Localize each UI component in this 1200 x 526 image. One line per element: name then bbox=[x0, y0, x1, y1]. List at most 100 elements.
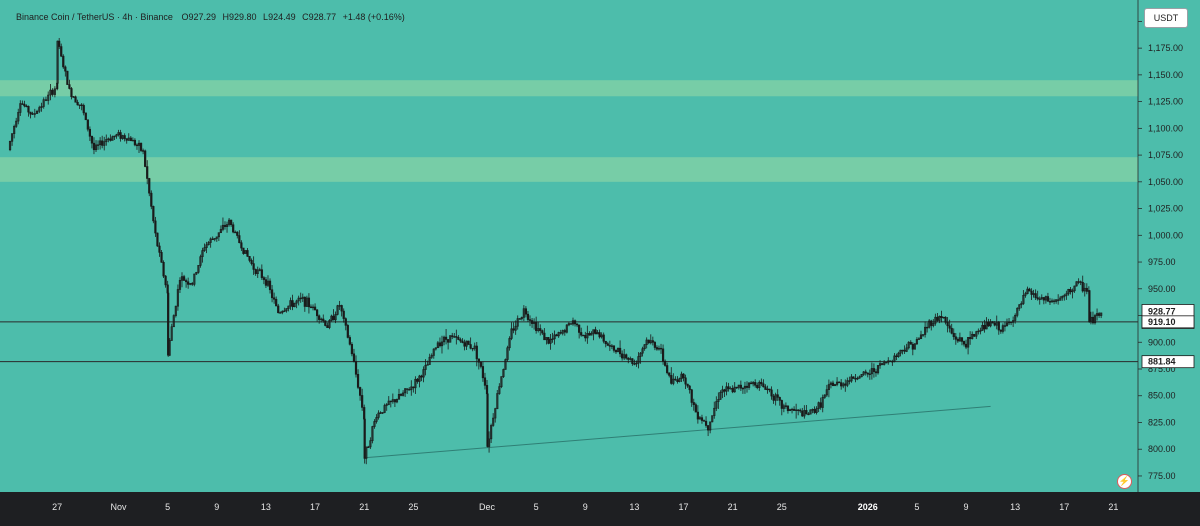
candle-body bbox=[1005, 322, 1009, 327]
candle-body bbox=[821, 397, 824, 408]
candle-body bbox=[692, 402, 695, 405]
candle-body bbox=[107, 138, 110, 140]
candle-body bbox=[977, 330, 980, 333]
alert-badge-icon[interactable]: ⚡ bbox=[1117, 474, 1132, 489]
candle-body bbox=[346, 325, 349, 338]
candle-body bbox=[330, 315, 333, 321]
time-tick-label: 21 bbox=[359, 502, 369, 512]
candle-body bbox=[197, 265, 200, 273]
candle-body bbox=[510, 328, 513, 339]
level-price-label: 919.10 bbox=[1148, 317, 1176, 327]
candle-body bbox=[101, 140, 104, 146]
candle-body bbox=[297, 297, 300, 302]
candle-body bbox=[1050, 300, 1054, 303]
candle-body bbox=[78, 104, 81, 106]
candle-body bbox=[408, 389, 411, 391]
candle-body bbox=[303, 296, 306, 307]
symbol-label: Binance Coin / TetherUS · 4h · Binance bbox=[16, 12, 173, 22]
price-tick-label: 975.00 bbox=[1148, 257, 1176, 267]
time-tick-label: Dec bbox=[479, 502, 496, 512]
candle-body bbox=[975, 331, 978, 337]
price-axis[interactable] bbox=[1138, 0, 1200, 526]
candle-body bbox=[537, 328, 540, 331]
candle-body bbox=[309, 306, 313, 309]
candle-body bbox=[707, 425, 710, 431]
candle-body bbox=[584, 335, 587, 339]
candle-body bbox=[887, 360, 890, 363]
candle-body bbox=[33, 113, 36, 115]
candle-body bbox=[500, 376, 503, 388]
candle-body bbox=[350, 343, 354, 355]
candle-body bbox=[17, 112, 20, 122]
candle-body bbox=[621, 353, 624, 359]
candle-body bbox=[84, 112, 87, 121]
candle-body bbox=[477, 358, 480, 363]
candle-body bbox=[833, 384, 837, 387]
time-tick-label: Nov bbox=[111, 502, 128, 512]
candle-body bbox=[758, 381, 761, 388]
time-tick-label: 5 bbox=[165, 502, 170, 512]
candle-body bbox=[473, 345, 476, 349]
candle-body bbox=[913, 343, 916, 350]
candle-body bbox=[653, 342, 656, 348]
candle-body bbox=[44, 99, 48, 101]
candle-body bbox=[250, 260, 253, 264]
candle-body bbox=[590, 332, 593, 336]
current-price-label: 928.77 bbox=[1148, 306, 1176, 316]
candle-body bbox=[432, 348, 435, 356]
candle-body bbox=[29, 111, 32, 115]
candle-body bbox=[586, 333, 589, 339]
candle-body bbox=[293, 302, 296, 308]
candle-body bbox=[862, 371, 865, 375]
candle-body bbox=[932, 322, 935, 326]
candle-body bbox=[483, 377, 487, 386]
candle-body bbox=[784, 405, 787, 407]
candle-body bbox=[348, 337, 351, 345]
candle-body bbox=[752, 382, 755, 385]
candle-body bbox=[942, 316, 945, 319]
candle-body bbox=[205, 244, 208, 248]
candle-body bbox=[68, 84, 71, 89]
candle-body bbox=[571, 320, 575, 325]
level-price-label: 881.84 bbox=[1148, 357, 1176, 367]
candle-body bbox=[444, 336, 448, 340]
candle-body bbox=[209, 238, 212, 243]
candle-body bbox=[1057, 299, 1060, 301]
currency-button[interactable]: USDT bbox=[1144, 8, 1188, 28]
candle-body bbox=[817, 402, 820, 409]
candle-body bbox=[301, 296, 304, 299]
candle-body bbox=[964, 343, 968, 348]
candle-body bbox=[1055, 299, 1058, 302]
candle-body bbox=[541, 330, 544, 334]
candle-body bbox=[725, 386, 728, 392]
candle-body bbox=[676, 379, 679, 382]
candle-body bbox=[1030, 290, 1033, 295]
candle-body bbox=[545, 337, 548, 341]
candle-body bbox=[993, 322, 996, 326]
candle-body bbox=[148, 178, 151, 194]
candle-body bbox=[1085, 287, 1088, 292]
candle-body bbox=[246, 250, 249, 257]
candle-body bbox=[973, 333, 976, 337]
support-trendline[interactable] bbox=[364, 405, 991, 459]
candle-body bbox=[416, 378, 419, 382]
candle-body bbox=[86, 119, 89, 130]
candle-body bbox=[606, 343, 609, 346]
time-axis[interactable] bbox=[0, 492, 1200, 526]
candle-body bbox=[401, 392, 405, 396]
highlight-zones bbox=[0, 80, 1138, 182]
candle-body bbox=[340, 305, 343, 312]
time-tick-label: 13 bbox=[1010, 502, 1020, 512]
candle-body bbox=[1071, 290, 1074, 293]
candle-body bbox=[217, 232, 220, 238]
candle-body bbox=[256, 269, 259, 274]
candle-body bbox=[373, 421, 376, 427]
candle-body bbox=[422, 369, 425, 378]
time-tick-label: 9 bbox=[583, 502, 588, 512]
open-label: O bbox=[181, 12, 188, 22]
candle-body bbox=[1028, 288, 1031, 292]
candle-body bbox=[844, 383, 847, 386]
candle-body bbox=[481, 366, 485, 379]
candle-body bbox=[567, 323, 571, 326]
